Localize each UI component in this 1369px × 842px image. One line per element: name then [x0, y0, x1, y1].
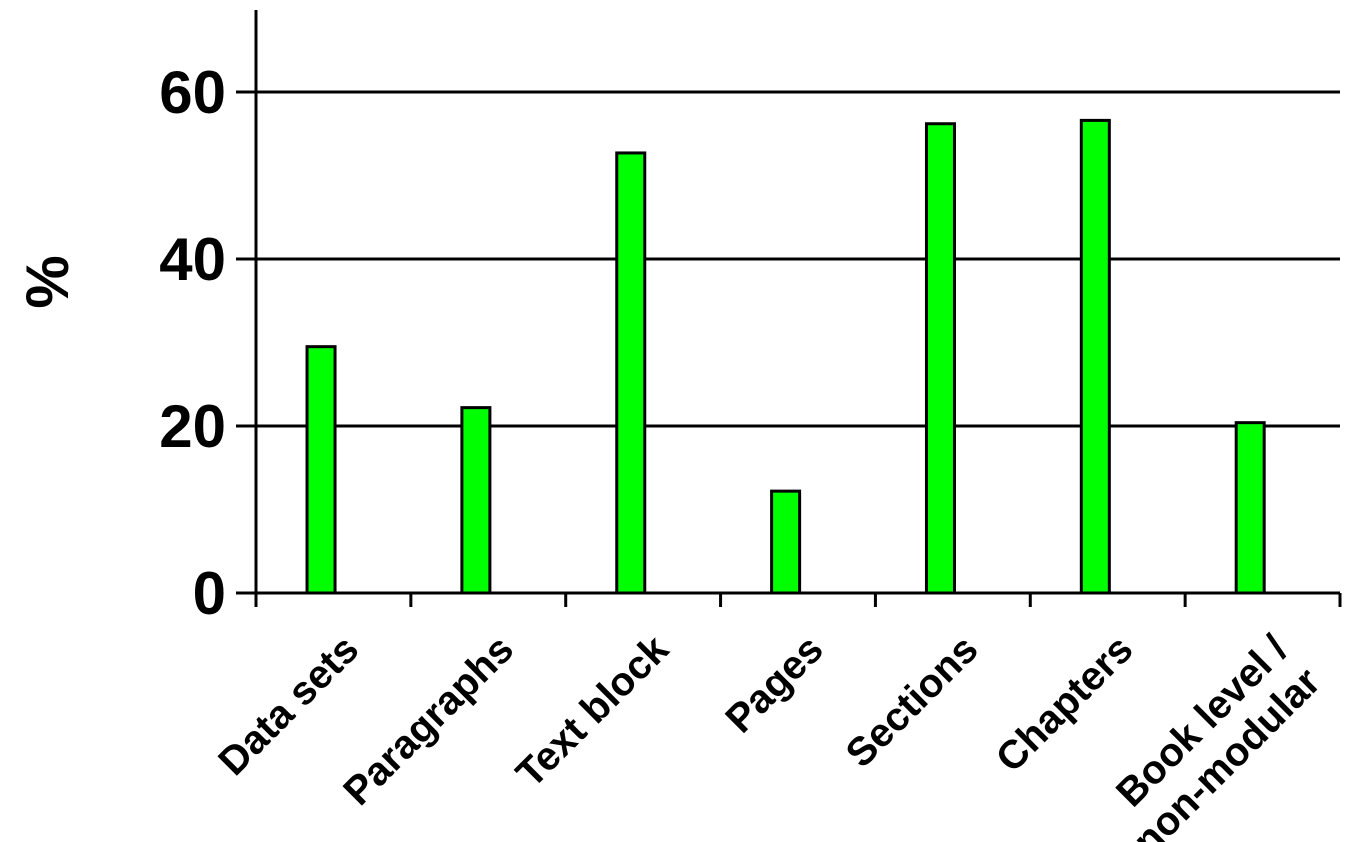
axes	[236, 10, 1342, 607]
y-tick-label: 40	[159, 226, 226, 293]
y-axis-label: %	[14, 255, 81, 308]
x-tick-label-line: Pages	[717, 627, 831, 741]
x-tick-label: Chapters	[988, 627, 1142, 781]
x-tick-label: Pages	[717, 627, 831, 741]
x-tick-label-line: Sections	[838, 627, 987, 776]
bar	[460, 406, 492, 595]
bar	[770, 489, 802, 595]
y-tick-label: 20	[159, 393, 226, 460]
y-tick-label: 60	[159, 59, 226, 126]
bar	[1079, 118, 1111, 595]
bar	[305, 345, 337, 595]
bar	[1234, 421, 1266, 595]
x-tick-label: Text block	[508, 627, 677, 796]
y-tick-labels: 0 20 40 60	[159, 59, 226, 627]
bars	[305, 118, 1266, 595]
bar	[615, 151, 647, 595]
y-tick-label: 0	[193, 560, 226, 627]
x-tick-label: Data sets	[210, 627, 367, 784]
x-tick-label-line: Text block	[508, 627, 677, 796]
bar	[924, 122, 956, 595]
x-tick-label: Sections	[838, 627, 987, 776]
x-tick-label-line: Data sets	[210, 627, 367, 784]
grid-lines	[256, 90, 1340, 428]
x-tick-label-line: Chapters	[988, 627, 1142, 781]
